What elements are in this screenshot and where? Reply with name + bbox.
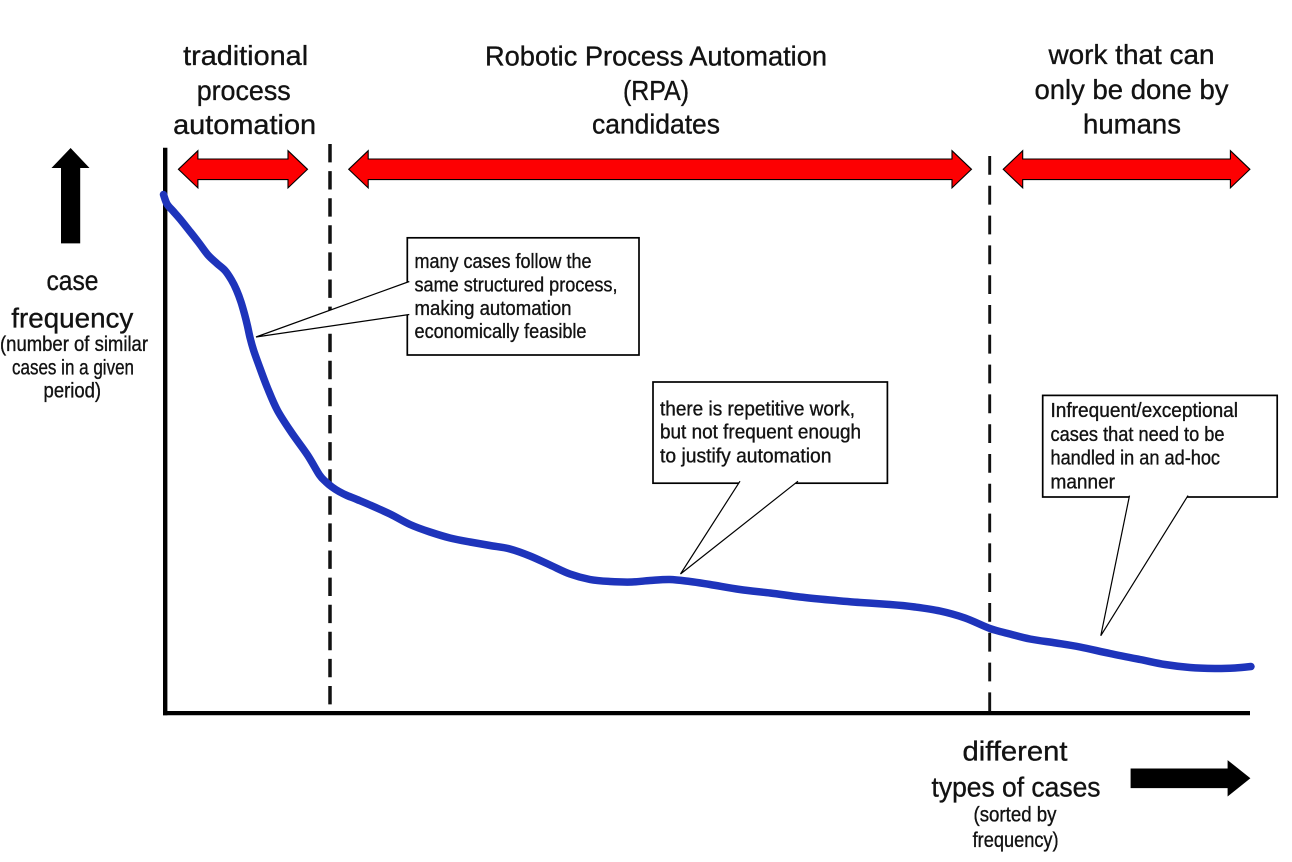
svg-text:process: process [197, 75, 291, 106]
svg-text:work that can: work that can [1048, 39, 1215, 70]
svg-text:(number of similar: (number of similar [0, 333, 148, 356]
svg-text:(sorted by: (sorted by [974, 804, 1057, 827]
svg-text:cases in a given: cases in a given [12, 356, 134, 379]
svg-text:candidates: candidates [592, 109, 720, 140]
svg-text:but not frequent enough: but not frequent enough [660, 422, 861, 444]
svg-text:traditional: traditional [183, 40, 308, 71]
svg-text:same structured process,: same structured process, [415, 274, 618, 296]
svg-text:different: different [963, 736, 1068, 767]
svg-text:frequency: frequency [11, 303, 133, 334]
svg-text:frequency): frequency) [973, 829, 1059, 852]
svg-text:Infrequent/exceptional: Infrequent/exceptional [1051, 400, 1239, 422]
svg-text:many cases follow the: many cases follow the [415, 251, 592, 273]
svg-text:handled in an ad-hoc: handled in an ad-hoc [1051, 448, 1221, 470]
svg-text:case: case [47, 265, 99, 296]
svg-text:period): period) [44, 379, 102, 402]
svg-text:only be done by: only be done by [1035, 74, 1229, 105]
svg-text:types of cases: types of cases [932, 772, 1101, 803]
svg-text:manner: manner [1051, 472, 1116, 494]
svg-text:there is repetitive work,: there is repetitive work, [660, 399, 855, 421]
svg-text:humans: humans [1083, 109, 1181, 140]
svg-text:Robotic Process Automation: Robotic Process Automation [485, 41, 827, 72]
svg-text:economically feasible: economically feasible [415, 321, 587, 343]
svg-text:to justify automation: to justify automation [660, 446, 832, 468]
svg-text:making automation: making automation [415, 298, 572, 320]
svg-text:(RPA): (RPA) [623, 75, 689, 106]
svg-text:cases that need to be: cases that need to be [1051, 424, 1225, 446]
svg-text:automation: automation [173, 109, 316, 140]
